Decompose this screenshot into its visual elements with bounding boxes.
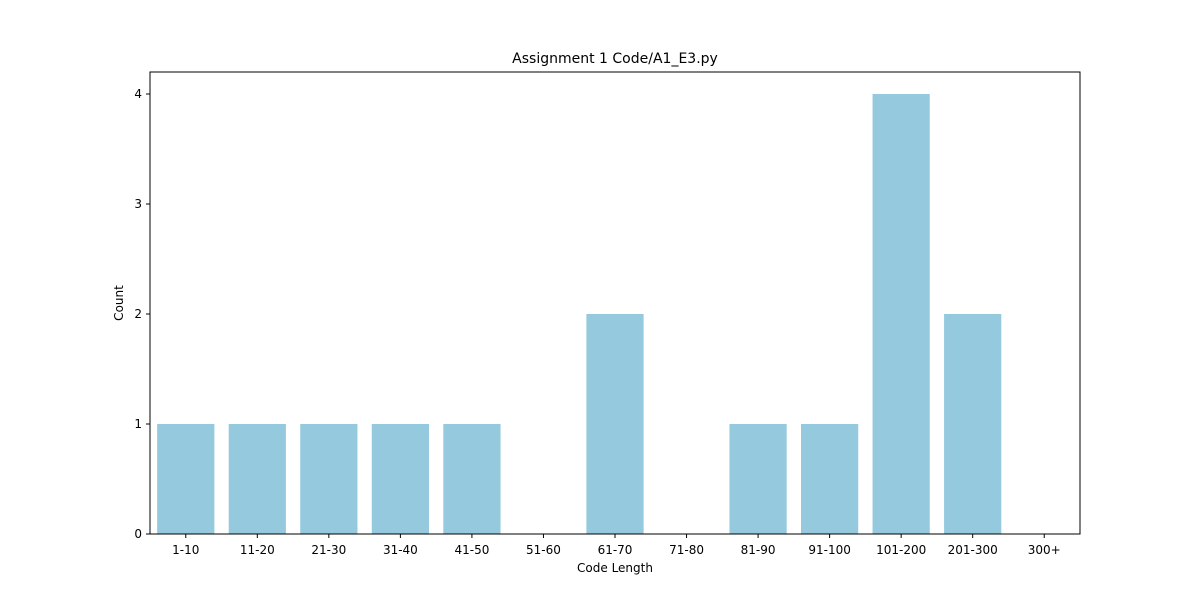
x-tick-label: 300+: [1028, 543, 1061, 557]
x-axis-label: Code Length: [577, 561, 653, 575]
x-tick-label: 21-30: [311, 543, 346, 557]
x-tick-label: 11-20: [240, 543, 275, 557]
x-tick-label: 41-50: [454, 543, 489, 557]
bar-101-200: [872, 94, 930, 534]
y-tick-label: 1: [134, 417, 142, 431]
bar-81-90: [729, 424, 787, 534]
bars-group: [157, 94, 1002, 534]
x-tick-label: 61-70: [598, 543, 633, 557]
x-tick-label: 91-100: [808, 543, 851, 557]
chart-title: Assignment 1 Code/A1_E3.py: [512, 51, 718, 67]
bar-201-300: [944, 314, 1002, 534]
x-tick-label: 101-200: [876, 543, 926, 557]
bar-1-10: [157, 424, 215, 534]
x-tick-label: 31-40: [383, 543, 418, 557]
y-tick-label: 3: [134, 197, 142, 211]
bar-21-30: [300, 424, 358, 534]
bar-61-70: [586, 314, 644, 534]
y-tick-label: 4: [134, 87, 142, 101]
bar-91-100: [801, 424, 859, 534]
x-tick-label: 81-90: [741, 543, 776, 557]
x-tick-label: 51-60: [526, 543, 561, 557]
x-tick-label: 1-10: [172, 543, 199, 557]
y-tick-label: 0: [134, 527, 142, 541]
bar-31-40: [371, 424, 429, 534]
bar-11-20: [228, 424, 286, 534]
y-tick-label: 2: [134, 307, 142, 321]
x-axis: 1-10 11-20 21-30 31-40 41-50 51-60 61-70 71-80 8…: [172, 534, 1061, 557]
x-tick-label: 71-80: [669, 543, 704, 557]
x-tick-label: 201-300: [948, 543, 998, 557]
bar-41-50: [443, 424, 501, 534]
y-axis: 0 1 2 3 4: [134, 87, 150, 541]
y-axis-label: Count: [112, 285, 126, 321]
